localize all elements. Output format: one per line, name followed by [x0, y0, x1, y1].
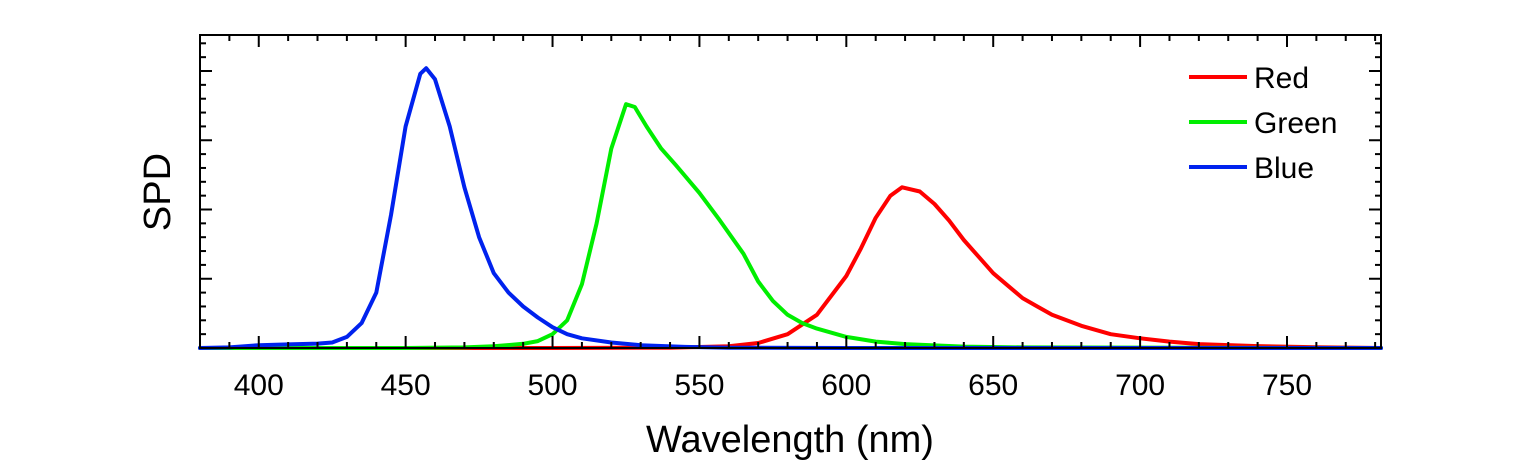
- series-line-blue: [198, 66, 1383, 350]
- x-axis-title: Wavelength (nm): [646, 419, 934, 461]
- x-tick-label: 600: [821, 369, 871, 402]
- x-tick-label: 650: [968, 369, 1018, 402]
- x-tick-label: 400: [234, 369, 284, 402]
- legend-label-blue: Blue: [1254, 152, 1314, 185]
- legend: Red Green Blue: [1189, 62, 1337, 185]
- x-tick-labels: 400 450 500 550 600 650 700 750: [234, 369, 1312, 402]
- tick-layer: [200, 35, 1381, 349]
- x-tick-label: 750: [1262, 369, 1312, 402]
- plot-frame: [199, 34, 1382, 349]
- x-tick-label: 550: [674, 369, 724, 402]
- y-axis-title: SPD: [137, 153, 179, 231]
- legend-label-green: Green: [1254, 107, 1337, 140]
- x-tick-label: 500: [528, 369, 578, 402]
- series-line-red: [198, 185, 1383, 350]
- series-line-green: [198, 102, 1383, 350]
- legend-label-red: Red: [1254, 62, 1309, 95]
- x-tick-label: 700: [1115, 369, 1165, 402]
- series-layer: [198, 66, 1383, 350]
- x-tick-label: 450: [381, 369, 431, 402]
